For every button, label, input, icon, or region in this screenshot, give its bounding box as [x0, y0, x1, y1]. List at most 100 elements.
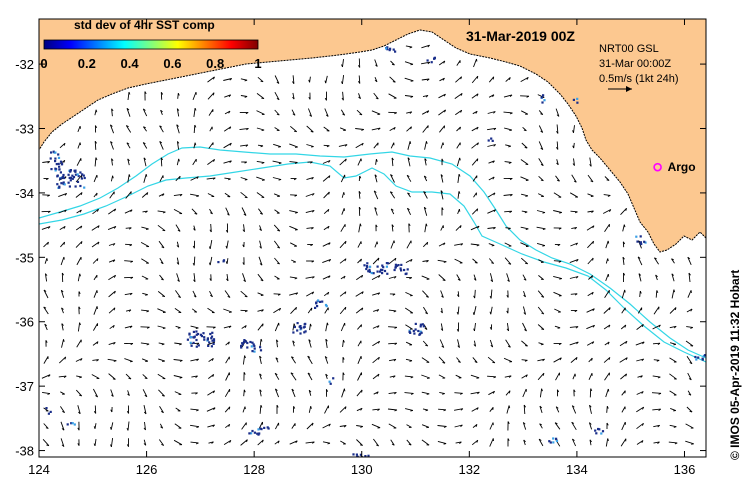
sst-pixel	[83, 176, 86, 180]
sst-pixel	[49, 157, 52, 160]
current-vector	[454, 93, 463, 99]
current-vector	[292, 75, 295, 84]
current-vector	[371, 110, 381, 115]
current-vector	[60, 421, 65, 431]
current-vector	[339, 306, 347, 315]
current-vector-head	[244, 161, 248, 164]
current-vector-head	[426, 242, 429, 245]
current-vector-head	[443, 261, 447, 263]
current-vector-head	[47, 241, 49, 245]
sst-pixel	[552, 441, 555, 444]
current-vector	[339, 425, 347, 427]
current-vector-head	[178, 296, 181, 299]
current-vector	[538, 175, 544, 182]
current-vector-head	[95, 125, 98, 129]
current-vector-head	[541, 328, 545, 330]
current-vector	[243, 224, 245, 232]
current-vector-head	[292, 81, 295, 84]
current-vector	[622, 224, 625, 232]
current-vector	[471, 158, 479, 166]
current-vector	[125, 373, 132, 380]
current-vector-head	[144, 91, 147, 95]
current-vector-head	[112, 259, 116, 263]
current-vector-head	[97, 241, 100, 245]
sst-pixel	[193, 335, 196, 338]
sst-pixel	[81, 173, 84, 176]
current-vector-head	[375, 97, 379, 100]
current-vector-head	[407, 207, 410, 211]
current-vector	[605, 240, 609, 249]
current-vector-head	[327, 225, 330, 229]
current-vector	[554, 422, 561, 430]
current-vector	[620, 373, 627, 380]
current-vector	[440, 190, 444, 200]
sst-pixel	[695, 358, 698, 361]
current-vector-head	[410, 63, 414, 66]
current-vector-head	[688, 272, 691, 276]
current-vector	[273, 307, 281, 314]
current-vector-head	[177, 279, 180, 282]
current-vector	[289, 276, 298, 279]
current-vector-head	[592, 225, 595, 229]
current-vector	[240, 439, 248, 446]
current-vector-head	[574, 293, 578, 296]
current-vector	[44, 323, 48, 331]
current-vector	[240, 78, 248, 81]
current-vector	[372, 257, 380, 265]
current-vector-head	[657, 424, 660, 428]
sst-pixel	[389, 47, 392, 50]
current-vector	[405, 341, 413, 346]
sst-pixel	[212, 342, 215, 345]
current-vector-head	[295, 211, 298, 214]
current-vector	[223, 308, 232, 313]
sst-pixel	[250, 345, 253, 348]
current-vector	[405, 324, 413, 330]
current-vector	[422, 260, 429, 262]
current-vector	[454, 408, 463, 411]
current-vector	[242, 355, 246, 365]
current-vector	[75, 389, 83, 397]
current-vector-head	[128, 227, 132, 230]
current-vector	[240, 95, 248, 97]
current-vector-head	[127, 393, 130, 396]
current-vector	[571, 405, 577, 414]
current-vector	[242, 406, 246, 413]
current-vector	[636, 440, 644, 445]
y-tick-label: -34	[15, 186, 34, 201]
current-vector	[424, 223, 427, 233]
current-vector	[322, 275, 331, 280]
current-vector	[92, 359, 99, 361]
current-vector-head	[540, 147, 544, 150]
current-vector-head	[276, 339, 279, 343]
current-vector	[159, 141, 164, 150]
current-vector-head	[472, 312, 475, 316]
current-vector	[224, 192, 231, 198]
current-vector-head	[60, 289, 64, 293]
current-vector-head	[229, 440, 232, 443]
current-vector	[141, 192, 149, 198]
current-vector-head	[492, 391, 495, 394]
current-vector-head	[274, 372, 278, 376]
current-vector	[306, 227, 314, 229]
colorbar-label: 0	[40, 56, 47, 71]
current-vector-head	[63, 339, 65, 342]
current-vector-head	[143, 108, 146, 111]
current-vector	[223, 325, 232, 329]
current-vector	[141, 258, 149, 264]
current-vector	[555, 372, 560, 381]
current-vector-head	[591, 357, 593, 361]
current-vector-head	[540, 343, 544, 346]
current-vector	[157, 291, 166, 297]
current-vector-head	[377, 408, 380, 411]
current-vector	[488, 390, 495, 396]
current-vector-head	[558, 227, 562, 230]
current-vector	[490, 306, 493, 315]
current-vector-head	[657, 342, 661, 345]
current-vector	[638, 273, 642, 282]
current-vector-head	[179, 360, 183, 362]
current-vector-head	[126, 107, 130, 111]
current-vector-head	[194, 142, 197, 146]
current-vector-head	[642, 341, 645, 345]
current-vector-head	[113, 342, 116, 345]
current-vector-head	[312, 276, 315, 279]
